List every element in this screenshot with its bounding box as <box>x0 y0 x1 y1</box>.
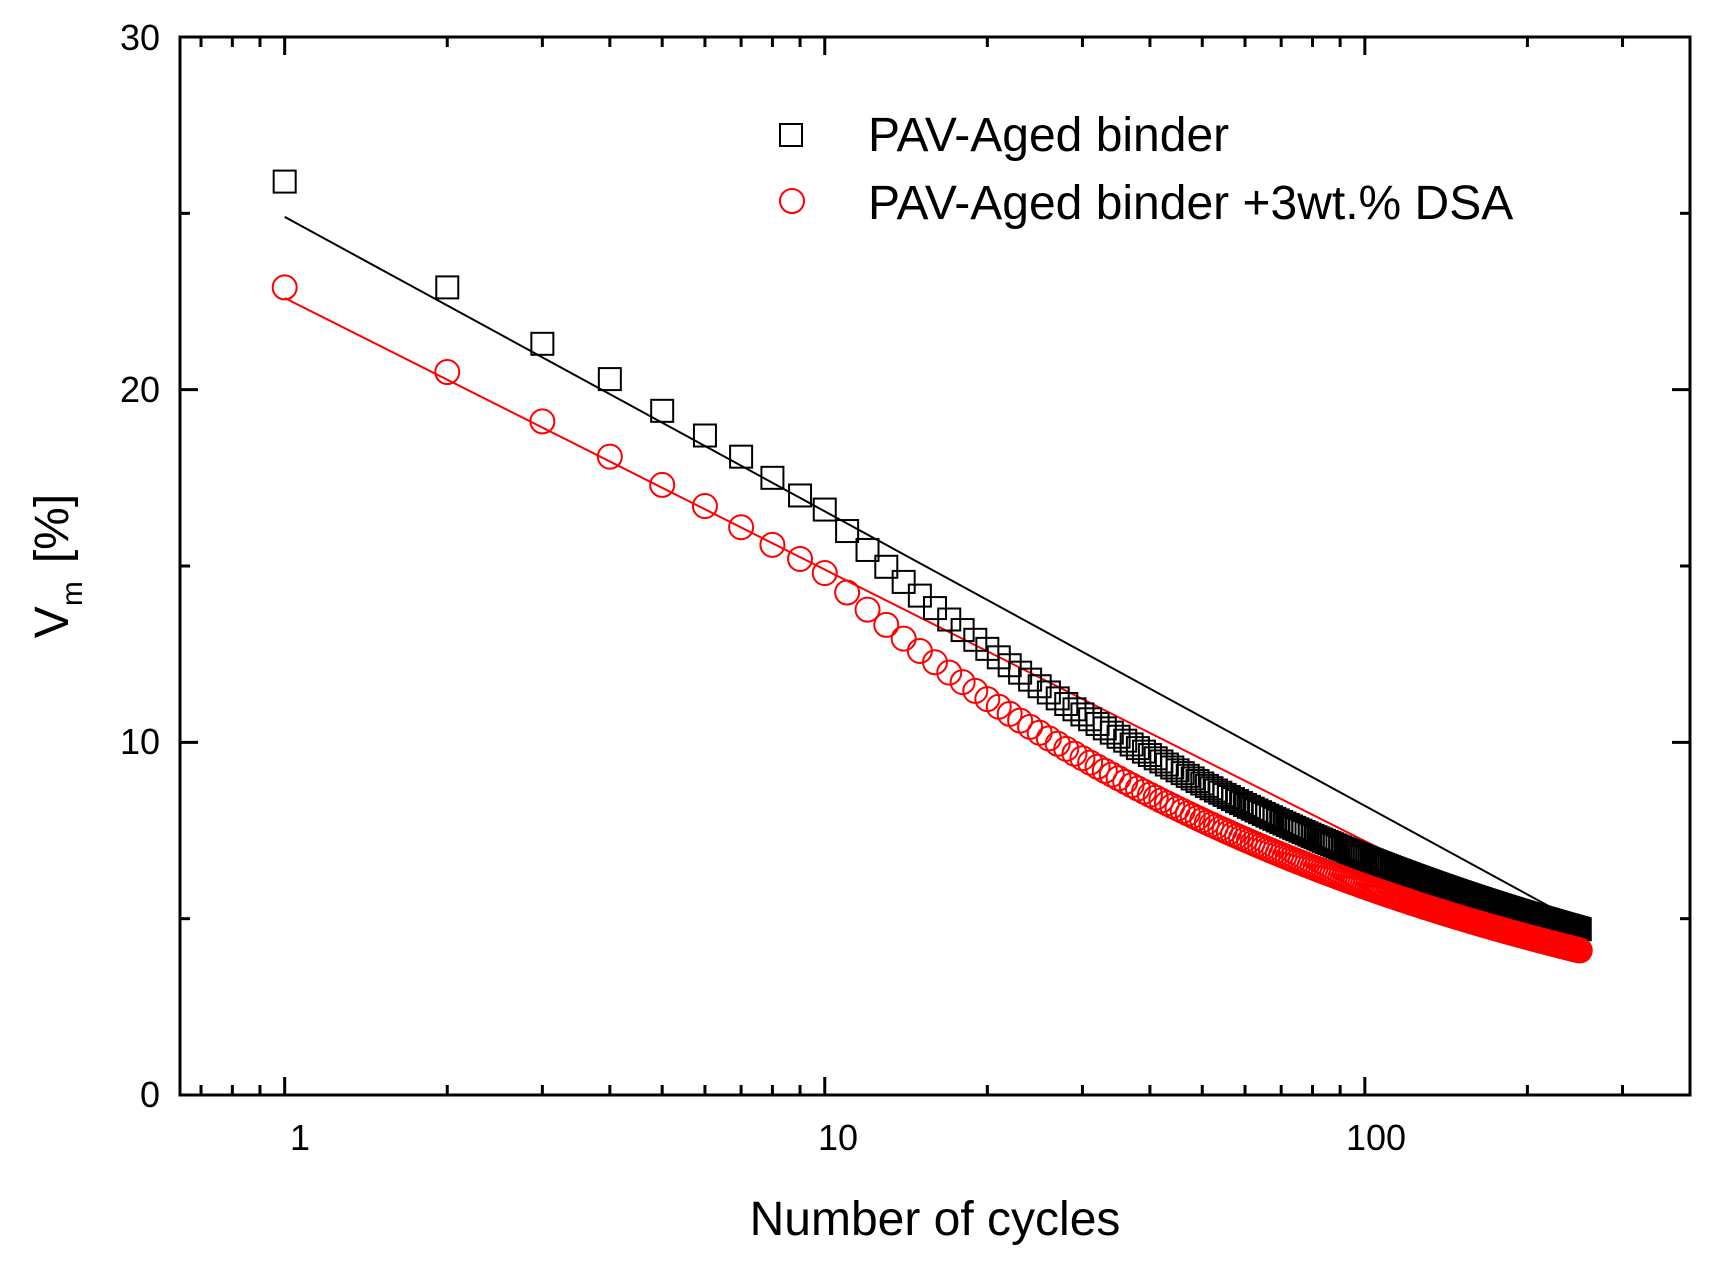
data-point-square <box>435 275 460 300</box>
data-point-circle <box>811 560 838 587</box>
data-point-circle <box>1566 937 1593 964</box>
data-point-circle <box>1084 753 1111 780</box>
data-point-square <box>1092 716 1117 741</box>
data-point-circle <box>649 471 676 498</box>
data-point-square <box>1062 697 1087 722</box>
legend-marker-square <box>779 123 803 147</box>
data-point-square <box>1070 702 1095 727</box>
x-tick-label-100: 100 <box>1346 1117 1406 1158</box>
y-tick-label-0: 0 <box>140 1074 160 1115</box>
data-point-circle <box>1061 740 1088 767</box>
data-point-square <box>1018 667 1043 692</box>
y-tick-label-20: 20 <box>120 369 160 410</box>
data-point-circle <box>854 596 881 623</box>
x-tick-labels: 1 10 100 <box>290 1117 1406 1158</box>
data-point-circle <box>949 669 976 696</box>
data-point-square <box>1220 787 1245 812</box>
data-point-square <box>1085 711 1110 736</box>
data-point-circle <box>529 408 556 435</box>
data-point-square <box>650 398 675 423</box>
data-point-square <box>692 423 717 448</box>
legend-label-pav-aged: PAV-Aged binder <box>868 109 1229 162</box>
data-point-square <box>760 465 785 490</box>
data-point-circle <box>1124 775 1151 802</box>
data-point-circle <box>271 274 298 301</box>
y-axis-title: Vm [%] <box>26 494 89 638</box>
y-axis-title-unit: [%] <box>26 494 79 563</box>
data-point-square <box>788 483 813 508</box>
axis-ticks <box>180 35 1692 1097</box>
legend-label-pav-aged-dsa: PAV-Aged binder +3wt.% DSA <box>868 177 1513 230</box>
data-markers <box>271 169 1593 964</box>
data-point-square <box>1008 660 1033 685</box>
data-point-circle <box>936 659 963 686</box>
data-point-square <box>1216 785 1241 810</box>
data-point-square <box>729 444 754 469</box>
svg-text:Vm[%]: Vm [%] <box>26 494 89 638</box>
fit-lines <box>284 215 1581 951</box>
data-point-circle <box>1091 757 1118 784</box>
data-point-circle <box>1136 781 1163 808</box>
data-point-circle <box>1069 745 1096 772</box>
fit-line-series-1 <box>284 215 1581 924</box>
data-point-square <box>1285 817 1310 842</box>
data-point-square <box>530 331 555 356</box>
data-point-circle <box>434 359 461 386</box>
data-point-square <box>891 569 916 594</box>
data-point-square <box>963 627 988 652</box>
data-point-circle <box>906 637 933 664</box>
y-tick-label-10: 10 <box>120 721 160 762</box>
legend: PAV-Aged binder PAV-Aged binder +3wt.% D… <box>779 109 1513 230</box>
data-point-circle <box>1053 735 1080 762</box>
data-point-circle <box>691 493 718 520</box>
data-point-square <box>597 367 622 392</box>
data-point-circle <box>890 625 917 652</box>
data-point-square <box>835 519 860 544</box>
data-point-circle <box>759 531 786 558</box>
y-tick-label-30: 30 <box>120 17 160 58</box>
data-point-square <box>874 554 899 579</box>
data-point-square <box>1027 674 1052 699</box>
series-2-markers <box>271 274 1593 964</box>
data-point-square <box>950 618 975 643</box>
data-point-square <box>1078 707 1103 732</box>
data-point-square <box>1180 766 1205 791</box>
y-axis-title-symbol: V <box>26 606 79 638</box>
data-point-square <box>907 583 932 608</box>
legend-marker-circle <box>779 188 805 214</box>
series-1-markers <box>272 169 1592 942</box>
data-point-circle <box>728 514 755 541</box>
data-point-circle <box>1130 778 1157 805</box>
x-tick-label-10: 10 <box>818 1117 858 1158</box>
y-tick-labels: 0 10 20 30 <box>120 17 160 1115</box>
data-point-circle <box>1044 730 1071 757</box>
data-point-circle <box>1035 725 1062 752</box>
data-point-circle <box>596 443 623 470</box>
data-point-circle <box>922 649 948 676</box>
data-point-square <box>855 537 880 562</box>
data-point-circle <box>787 545 814 572</box>
data-point-circle <box>834 579 861 606</box>
data-point-circle <box>1077 749 1104 776</box>
x-axis-title: Number of cycles <box>750 1193 1121 1246</box>
x-tick-label-1: 1 <box>290 1117 310 1158</box>
data-point-square <box>812 497 837 522</box>
data-point-square <box>1288 818 1313 843</box>
data-point-circle <box>873 611 900 638</box>
data-point-circle <box>1098 761 1125 788</box>
fit-line-series-2 <box>284 297 1581 951</box>
data-point-square <box>272 169 297 194</box>
y-axis-title-subscript: m <box>56 581 89 606</box>
